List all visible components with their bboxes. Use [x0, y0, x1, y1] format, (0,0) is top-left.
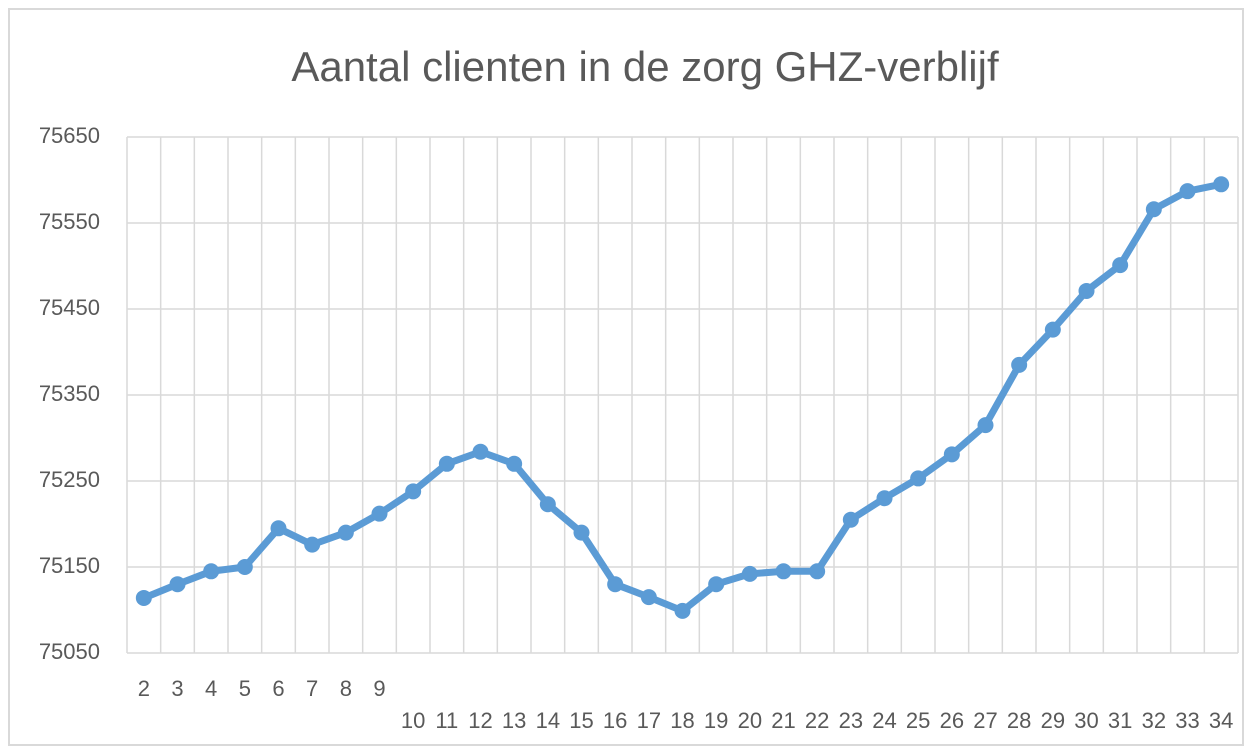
data-point — [943, 446, 960, 463]
x-tick-label: 19 — [704, 708, 728, 733]
x-tick-label: 23 — [839, 708, 863, 733]
data-point — [506, 455, 523, 472]
data-point — [977, 417, 994, 434]
data-point — [169, 576, 186, 593]
x-tick-label: 27 — [973, 708, 997, 733]
x-tick-label: 15 — [569, 708, 593, 733]
data-point — [236, 559, 253, 575]
x-tick-label: 11 — [435, 708, 458, 733]
x-tick-label: 4 — [205, 676, 217, 701]
data-point — [304, 536, 321, 553]
y-tick-label: 75150 — [39, 553, 100, 578]
x-tick-label: 32 — [1142, 708, 1166, 733]
x-tick-label: 7 — [306, 676, 318, 701]
y-tick-label: 75350 — [39, 381, 100, 406]
data-point — [775, 563, 792, 580]
x-tick-label: 25 — [906, 708, 930, 733]
x-tick-label: 24 — [872, 708, 896, 733]
data-point — [1078, 282, 1095, 299]
chart-title: Aantal clienten in de zorg GHZ-verblijf — [291, 43, 999, 90]
data-point — [842, 511, 859, 528]
x-tick-label: 26 — [940, 708, 964, 733]
data-point — [539, 496, 556, 513]
x-tick-label: 2 — [138, 676, 150, 701]
y-tick-label: 75650 — [39, 123, 100, 148]
data-point — [337, 524, 354, 541]
data-point — [472, 443, 489, 460]
x-tick-label: 12 — [468, 708, 492, 733]
x-tick-label: 29 — [1041, 708, 1065, 733]
data-point — [203, 563, 220, 580]
data-point — [1011, 356, 1028, 373]
x-tick-label: 31 — [1108, 708, 1132, 733]
x-tick-label: 13 — [502, 708, 526, 733]
x-tick-label: 20 — [738, 708, 762, 733]
x-tick-label: 17 — [637, 708, 661, 733]
x-tick-label: 21 — [771, 708, 795, 733]
data-point — [438, 455, 455, 472]
data-point — [1179, 183, 1196, 200]
x-tick-label: 16 — [603, 708, 627, 733]
x-tick-label: 18 — [670, 708, 694, 733]
x-tick-label: 22 — [805, 708, 829, 733]
data-point — [708, 576, 725, 593]
data-point — [1044, 321, 1061, 338]
data-point — [371, 505, 388, 522]
y-tick-label: 75050 — [39, 639, 100, 664]
x-tick-label: 14 — [536, 708, 560, 733]
data-point — [809, 563, 826, 580]
x-tick-label: 5 — [239, 676, 251, 701]
y-tick-label: 75450 — [39, 295, 100, 320]
data-point — [910, 470, 927, 487]
y-tick-label: 75550 — [39, 209, 100, 234]
data-point — [607, 576, 624, 593]
data-point — [270, 520, 287, 537]
data-point — [573, 524, 590, 541]
data-point — [741, 565, 758, 582]
data-point — [1213, 176, 1230, 193]
x-tick-label: 6 — [272, 676, 284, 701]
data-point — [674, 602, 691, 619]
chart-border — [8, 8, 1244, 746]
x-tick-label: 33 — [1175, 708, 1199, 733]
y-tick-label: 75250 — [39, 467, 100, 492]
data-point — [405, 483, 422, 500]
data-point — [135, 589, 152, 606]
x-tick-label: 28 — [1007, 708, 1031, 733]
data-point — [1112, 257, 1129, 274]
x-tick-label: 3 — [171, 676, 183, 701]
x-tick-label: 34 — [1209, 708, 1233, 733]
data-point — [876, 490, 893, 507]
x-tick-label: 30 — [1074, 708, 1098, 733]
data-point — [640, 589, 657, 606]
x-tick-label: 8 — [340, 676, 352, 701]
x-tick-label: 9 — [373, 676, 385, 701]
data-point — [1145, 201, 1162, 218]
x-tick-label: 10 — [401, 708, 425, 733]
